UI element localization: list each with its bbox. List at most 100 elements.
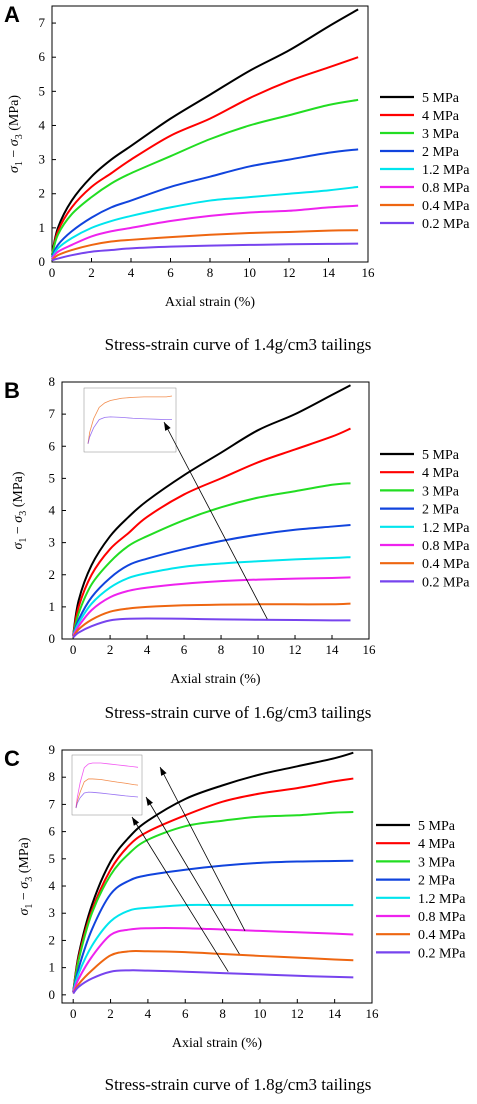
annotation-arrow-head (164, 422, 171, 431)
x-tick-label: 2 (88, 265, 95, 280)
y-tick-label: 8 (49, 769, 56, 784)
plot-frame (51, 5, 369, 263)
panel-letter: C (4, 746, 20, 771)
x-tick-label: 2 (107, 1006, 114, 1021)
inset-series-line (75, 762, 139, 808)
x-tick-label: 8 (219, 1006, 226, 1021)
y-tick-label: 5 (49, 470, 56, 485)
series-line (72, 556, 351, 637)
x-tick-label: 4 (144, 642, 151, 657)
y-tick-label: 1 (39, 220, 46, 235)
legend-entry: 2 MPa (422, 145, 460, 160)
legend-entry: 4 MPa (418, 837, 456, 852)
y-tick-label: 1 (49, 960, 56, 975)
y-tick-label: 7 (49, 406, 56, 421)
ylabel-part: 1 (14, 161, 25, 166)
inset-plot (83, 387, 177, 453)
series-line (72, 384, 351, 636)
x-tick-label: 8 (218, 642, 225, 657)
y-tick-label: 6 (49, 824, 56, 839)
x-tick-label: 12 (289, 642, 302, 657)
ylabel-part: σ (11, 515, 26, 523)
inset-series-line (87, 395, 173, 444)
legend-entry: 4 MPa (422, 466, 460, 481)
x-axis-label: Axial strain (%) (172, 1036, 263, 1051)
series-line (72, 617, 351, 639)
ylabel-part: σ (17, 908, 32, 916)
legend-entry: 0.4 MPa (422, 557, 470, 572)
inset-series-line (75, 791, 139, 809)
ylabel-part: (MPa) (7, 95, 22, 135)
series-line (72, 576, 351, 637)
x-tick-label: 14 (328, 1006, 342, 1021)
y-tick-label: 2 (39, 186, 46, 201)
x-axis-label: Axial strain (%) (165, 295, 256, 310)
x-tick-label: 0 (70, 1006, 77, 1021)
series-line (51, 185, 359, 260)
y-tick-label: 7 (49, 796, 56, 811)
legend-entry: 0.8 MPa (422, 539, 470, 554)
annotation-arrow-line (159, 766, 246, 932)
ylabel-part: σ (7, 138, 22, 146)
x-tick-label: 12 (283, 265, 296, 280)
x-tick-label: 6 (182, 1006, 189, 1021)
series-line (51, 148, 359, 258)
x-tick-label: 14 (326, 642, 340, 657)
series-line (72, 811, 354, 993)
ylabel-part: σ (7, 165, 22, 173)
ylabel-part: − (11, 523, 26, 538)
y-axis-label: σ1 − σ3 (MPa) (11, 471, 29, 549)
legend-entry: 0.2 MPa (418, 946, 466, 961)
ylabel-part: 3 (18, 511, 29, 516)
ylabel-part: 1 (24, 904, 35, 909)
y-tick-label: 6 (39, 49, 46, 64)
legend-entry: 1.2 MPa (418, 892, 466, 907)
panel-letter: A (4, 2, 20, 27)
annotation-arrow-line (145, 796, 240, 955)
y-tick-label: 5 (39, 83, 46, 98)
legend-entry: 0.8 MPa (418, 910, 466, 925)
x-tick-label: 10 (253, 1006, 266, 1021)
x-axis-label: Axial strain (%) (170, 672, 261, 687)
series-line (72, 927, 354, 993)
legend-entry: 0.2 MPa (422, 217, 470, 232)
legend-entry: 2 MPa (422, 503, 460, 518)
y-tick-label: 0 (49, 631, 56, 646)
legend-entry: 0.4 MPa (422, 199, 470, 214)
series-line (51, 56, 359, 256)
legend-entry: 0.4 MPa (418, 928, 466, 943)
series-line (72, 602, 351, 638)
ylabel-part: − (7, 146, 22, 161)
x-tick-label: 4 (145, 1006, 152, 1021)
x-tick-label: 16 (366, 1006, 380, 1021)
series-line (51, 98, 359, 256)
x-tick-label: 0 (70, 642, 77, 657)
legend-entry: 0.8 MPa (422, 181, 470, 196)
y-tick-label: 3 (49, 905, 56, 920)
series-line (72, 859, 354, 993)
y-tick-label: 3 (39, 152, 46, 167)
annotation-arrow-head (132, 817, 140, 826)
x-tick-label: 16 (362, 265, 376, 280)
series-line (72, 523, 351, 637)
panel-caption: Stress-strain curve of 1.4g/cm3 tailings (105, 335, 372, 354)
legend-entry: 0.2 MPa (422, 575, 470, 590)
y-tick-label: 3 (49, 535, 56, 550)
inset-series-line (87, 416, 172, 444)
y-tick-label: 4 (39, 117, 46, 132)
y-tick-label: 4 (49, 503, 56, 518)
series-line (51, 229, 359, 262)
inset-frame (71, 754, 143, 816)
y-tick-label: 0 (49, 987, 56, 1002)
series-line (72, 949, 354, 994)
legend-entry: 3 MPa (422, 127, 460, 142)
panel-caption: Stress-strain curve of 1.8g/cm3 tailings (105, 1075, 372, 1094)
annotation-arrow-head (146, 797, 153, 806)
legend-entry: 3 MPa (418, 855, 456, 870)
x-tick-label: 6 (167, 265, 174, 280)
legend-entry: 5 MPa (418, 819, 456, 834)
legend-entry: 5 MPa (422, 91, 460, 106)
y-tick-label: 2 (49, 567, 56, 582)
